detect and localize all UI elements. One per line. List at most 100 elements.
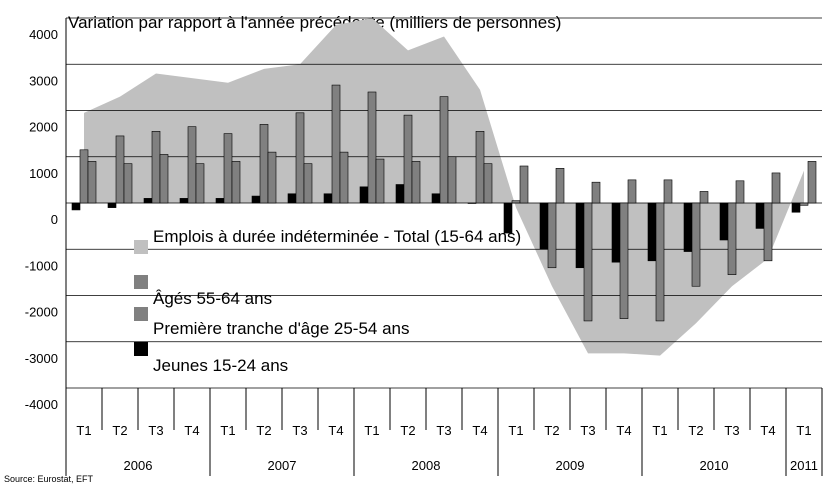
x-tick-label: T3 (292, 423, 307, 438)
bar (251, 195, 261, 204)
bar (159, 154, 169, 204)
chart-title: Variation par rapport à l'année précéden… (68, 13, 561, 32)
bar (107, 202, 117, 208)
y-tick-label: 0 (51, 212, 58, 227)
legend-label: Première tranche d'âge 25-54 ans (153, 319, 410, 338)
bar (539, 202, 549, 250)
bar (619, 202, 629, 319)
bar (511, 200, 521, 204)
x-tick-label: T2 (256, 423, 271, 438)
bar (359, 186, 369, 204)
x-tick-label: T4 (184, 423, 199, 438)
legend-swatch (134, 240, 148, 254)
bar (475, 131, 485, 204)
x-tick-label: T4 (616, 423, 631, 438)
bar (683, 202, 693, 252)
bar (259, 124, 269, 204)
bar (483, 163, 493, 204)
legend-label: Jeunes 15-24 ans (153, 356, 288, 375)
bar (547, 202, 557, 269)
y-tick-label: -1000 (25, 258, 58, 273)
group-label: 2009 (556, 458, 585, 473)
x-tick-label: T2 (544, 423, 559, 438)
legend-swatch (134, 275, 148, 289)
legend-swatch (134, 342, 148, 356)
bar (395, 184, 405, 204)
legend-swatch (134, 307, 148, 321)
bar (287, 193, 297, 204)
bar (611, 202, 621, 263)
bar (791, 202, 801, 213)
bar (663, 179, 673, 204)
bar (807, 161, 817, 204)
x-tick-label: T2 (400, 423, 415, 438)
legend-label: Emplois à durée indéterminée - Total (15… (153, 227, 521, 246)
bar (583, 202, 593, 322)
x-tick-label: T3 (436, 423, 451, 438)
bar (575, 202, 585, 269)
x-tick-label: T1 (652, 423, 667, 438)
group-label: 2006 (124, 458, 153, 473)
x-tick-label: T1 (364, 423, 379, 438)
bar (735, 180, 745, 204)
bar (627, 179, 637, 204)
group-label: 2007 (268, 458, 297, 473)
y-tick-label: -4000 (25, 397, 58, 412)
bar (267, 151, 277, 204)
y-tick-label: 1000 (29, 166, 58, 181)
bar (691, 202, 701, 287)
bar (727, 202, 737, 275)
source: Source: Eurostat, EFT (4, 474, 94, 484)
bar (447, 156, 457, 204)
bar (231, 161, 241, 204)
group-label: 2011 (790, 458, 818, 473)
x-tick-label: T4 (328, 423, 343, 438)
x-tick-label: T1 (508, 423, 523, 438)
bar (339, 151, 349, 204)
bar (403, 114, 413, 204)
bar (755, 202, 765, 229)
group-label: 2008 (412, 458, 441, 473)
x-tick-label: T3 (724, 423, 739, 438)
bar (331, 84, 341, 204)
bar (467, 202, 477, 204)
x-tick-label: T2 (688, 423, 703, 438)
x-tick-label: T1 (796, 423, 811, 438)
bar (647, 202, 657, 262)
bar (223, 133, 233, 204)
bar (323, 193, 333, 204)
bar (115, 135, 125, 204)
bar (591, 181, 601, 204)
bar (295, 112, 305, 204)
x-tick-label: T4 (472, 423, 487, 438)
x-tick-label: T2 (112, 423, 127, 438)
x-tick-label: T1 (76, 423, 91, 438)
bar (79, 149, 89, 204)
bar (303, 163, 313, 204)
bar (151, 131, 161, 204)
bar (123, 163, 133, 204)
legend-label: Âgés 55-64 ans (153, 289, 272, 308)
bar (771, 172, 781, 204)
x-tick-label: T1 (220, 423, 235, 438)
x-tick-label: T3 (580, 423, 595, 438)
plot-marks (66, 17, 822, 389)
bar (87, 161, 97, 204)
y-tick-label: -2000 (25, 305, 58, 320)
bar (763, 202, 773, 262)
x-tick-label: T4 (760, 423, 775, 438)
bar (503, 202, 513, 234)
y-tick-label: -3000 (25, 351, 58, 366)
bar (799, 202, 809, 206)
bar (215, 198, 225, 204)
y-tick-label: 3000 (29, 73, 58, 88)
bar (367, 91, 377, 204)
bar (655, 202, 665, 322)
y-tick-label: 4000 (29, 27, 58, 42)
bar (143, 198, 153, 204)
y-tick-label: 2000 (29, 120, 58, 135)
bar (375, 158, 385, 204)
bar (179, 198, 189, 204)
bar (699, 191, 709, 204)
